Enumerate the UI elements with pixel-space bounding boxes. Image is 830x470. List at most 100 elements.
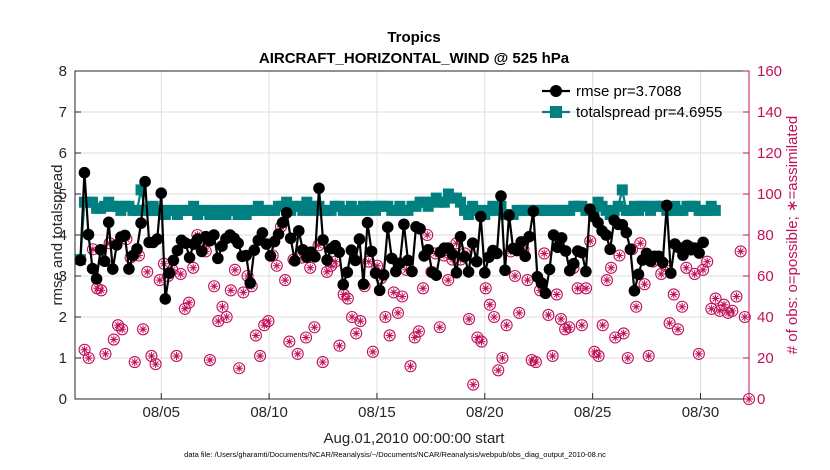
rmse-point [519, 250, 532, 263]
obs-possible-point [726, 304, 739, 317]
rmse-point [313, 182, 325, 195]
obs-assimilated-point [272, 261, 281, 270]
y2-tick-label: 80 [757, 227, 774, 244]
y-tick-label: 2 [59, 309, 67, 326]
obs-possible-point [417, 282, 430, 295]
obs-assimilated-point [665, 319, 674, 328]
obs-assimilated-point [619, 329, 628, 338]
obs-possible-point [605, 261, 618, 274]
rmse-point [527, 205, 540, 218]
x-tick-label: 08/10 [250, 404, 288, 421]
obs-assimilated-point [623, 354, 632, 362]
obs-assimilated-point [636, 239, 645, 248]
obs-possible-point [283, 335, 296, 348]
obs-possible-point [705, 302, 718, 315]
rmse-point [333, 246, 346, 259]
rmse-point [256, 227, 269, 239]
rmse-point [123, 263, 135, 275]
obs-possible-point [116, 323, 129, 336]
obs-assimilated-point [293, 349, 302, 358]
obs-possible-point [178, 302, 191, 315]
y-tick-label: 7 [59, 104, 67, 121]
y2-tick-label: 140 [757, 104, 782, 121]
obs-assimilated-point [510, 272, 519, 280]
obs-assimilated-point [602, 276, 611, 285]
obs-possible-point [408, 331, 421, 344]
obs-assimilated-point [540, 249, 549, 258]
obs-assimilated-point [548, 351, 557, 360]
rmse-point [353, 233, 366, 245]
obs-possible-point [663, 317, 676, 330]
obs-assimilated-point [260, 321, 269, 330]
obs-assimilated-point [398, 292, 407, 301]
obs-possible-point [208, 280, 221, 293]
obs-assimilated-point [544, 310, 553, 319]
rmse-point [276, 216, 289, 229]
obs-possible-point [333, 339, 346, 352]
obs-assimilated-point [406, 362, 415, 371]
rmse-point [377, 268, 390, 281]
rmse-point [163, 267, 176, 279]
y2-tick-label: 40 [757, 309, 774, 326]
obs-possible-point [692, 347, 705, 360]
obs-possible-point [111, 319, 125, 332]
obs-assimilated-point [590, 347, 599, 356]
rmse-point [86, 262, 99, 275]
y2-tick-label: 60 [757, 268, 774, 285]
obs-assimilated-point [502, 321, 511, 330]
rmse-point [309, 250, 321, 263]
obs-possible-point [216, 300, 229, 313]
obs-assimilated-point [586, 237, 595, 246]
obs-assimilated-point [389, 288, 398, 297]
rmse-point [232, 237, 244, 249]
rmse-point [381, 221, 394, 234]
obs-possible-point [730, 290, 743, 303]
obs-assimilated-point [719, 300, 728, 309]
totalspread-point [131, 204, 143, 216]
rmse-point [131, 243, 143, 255]
obs-assimilated-point [690, 269, 699, 278]
y-tick-label: 6 [59, 145, 67, 162]
x-tick-label: 08/20 [466, 404, 504, 421]
totalspread-point [281, 196, 293, 208]
obs-assimilated-point [561, 325, 570, 334]
rmse-point [94, 243, 107, 256]
obs-possible-point [542, 308, 555, 322]
obs-possible-point [483, 298, 496, 311]
rmse-point [208, 229, 220, 241]
obs-possible-point [467, 378, 480, 391]
rmse-point [665, 267, 677, 279]
obs-assimilated-point [611, 333, 620, 342]
rmse-point [74, 254, 87, 267]
obs-assimilated-point [339, 290, 348, 299]
totalspread-point [709, 204, 721, 216]
obs-possible-point [596, 319, 609, 332]
obs-possible-point [228, 263, 242, 276]
obs-assimilated-point [147, 351, 156, 360]
obs-assimilated-point [118, 325, 127, 334]
obs-assimilated-point [176, 269, 185, 278]
obs-assimilated-point [243, 272, 252, 280]
rmse-point [151, 233, 164, 245]
obs-assimilated-point [481, 284, 490, 293]
rmse-point [90, 273, 103, 285]
obs-assimilated-point [632, 302, 641, 311]
y2-tick-label: 160 [757, 63, 782, 80]
rmse-point [580, 265, 592, 278]
obs-assimilated-point [302, 333, 311, 342]
rmse-point [693, 247, 705, 259]
obs-assimilated-point [101, 349, 110, 358]
obs-assimilated-point [577, 321, 586, 330]
legend-spread-marker [550, 106, 562, 118]
obs-assimilated-point [327, 261, 336, 270]
obs-assimilated-point [419, 284, 428, 293]
obs-assimilated-point [615, 251, 624, 260]
rmse-point [470, 255, 483, 268]
obs-assimilated-point [699, 265, 708, 274]
obs-possible-point [508, 269, 522, 283]
rmse-point [499, 264, 511, 277]
rmse-point [106, 263, 119, 275]
totalspread-point [463, 209, 475, 220]
y2-tick-label: 100 [757, 186, 782, 203]
obs-assimilated-point [251, 331, 260, 340]
